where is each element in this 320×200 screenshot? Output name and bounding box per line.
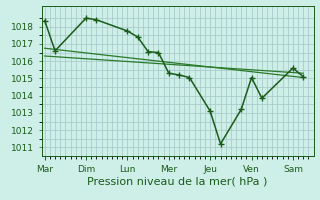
X-axis label: Pression niveau de la mer( hPa ): Pression niveau de la mer( hPa ): [87, 177, 268, 187]
